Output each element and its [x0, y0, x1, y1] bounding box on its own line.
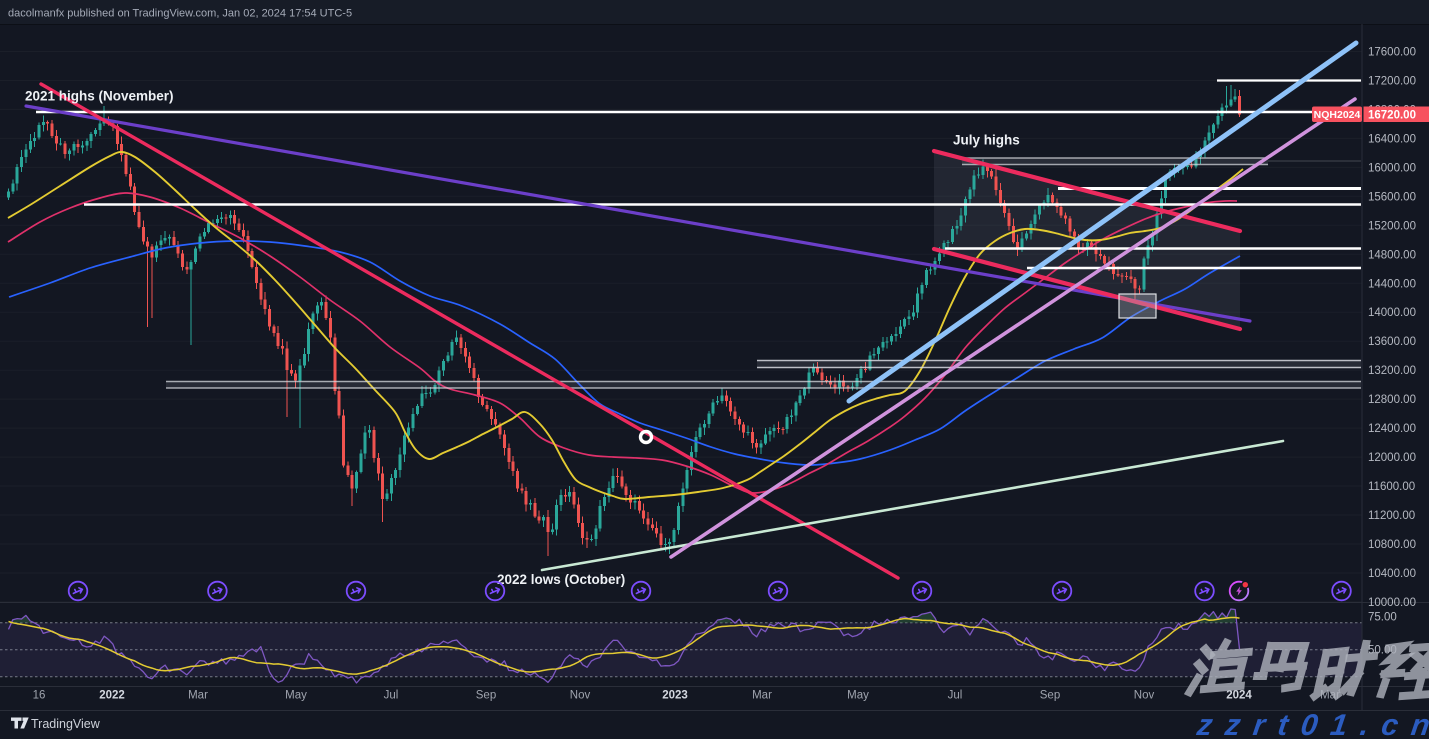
svg-text:11200.00: 11200.00: [1368, 510, 1415, 522]
svg-text:2022: 2022: [99, 690, 125, 702]
svg-text:10800.00: 10800.00: [1368, 539, 1416, 551]
svg-text:zzrt01.cn: zzrt01.cn: [1194, 709, 1429, 739]
svg-text:12800.00: 12800.00: [1368, 394, 1416, 406]
svg-text:2021 highs (November): 2021 highs (November): [25, 89, 174, 104]
svg-text:Nov: Nov: [570, 690, 591, 702]
svg-text:75.00: 75.00: [1368, 612, 1397, 624]
svg-text:14000.00: 14000.00: [1368, 307, 1416, 319]
svg-text:Jul: Jul: [948, 690, 963, 702]
svg-text:NQH2024: NQH2024: [1314, 109, 1361, 121]
svg-text:dacolmanfx published on Tradin: dacolmanfx published on TradingView.com,…: [8, 8, 352, 20]
svg-text:16: 16: [33, 690, 46, 702]
svg-text:14400.00: 14400.00: [1368, 278, 1416, 290]
svg-text:2022 lows (October): 2022 lows (October): [497, 572, 625, 587]
svg-text:May: May: [847, 690, 869, 702]
svg-text:11600.00: 11600.00: [1368, 481, 1415, 493]
svg-text:Mar: Mar: [752, 690, 772, 702]
svg-text:14800.00: 14800.00: [1368, 249, 1416, 261]
svg-text:13600.00: 13600.00: [1368, 336, 1416, 348]
svg-text:15200.00: 15200.00: [1368, 220, 1416, 232]
svg-text:2024: 2024: [1226, 690, 1252, 702]
svg-text:16400.00: 16400.00: [1368, 133, 1416, 145]
svg-text:Nov: Nov: [1134, 690, 1155, 702]
svg-text:13200.00: 13200.00: [1368, 365, 1416, 377]
svg-text:17600.00: 17600.00: [1368, 47, 1416, 59]
svg-text:15600.00: 15600.00: [1368, 191, 1416, 203]
svg-text:12000.00: 12000.00: [1368, 452, 1416, 464]
svg-text:16720.00: 16720.00: [1368, 110, 1416, 122]
svg-text:May: May: [285, 690, 307, 702]
svg-text:10000.00: 10000.00: [1368, 597, 1416, 609]
svg-text:Mar: Mar: [188, 690, 208, 702]
svg-text:16000.00: 16000.00: [1368, 162, 1416, 174]
svg-text:Jul: Jul: [384, 690, 399, 702]
svg-text:TradingView: TradingView: [31, 717, 101, 731]
svg-text:10400.00: 10400.00: [1368, 568, 1416, 580]
svg-text:Sep: Sep: [1040, 690, 1060, 702]
svg-text:17200.00: 17200.00: [1368, 76, 1416, 88]
svg-text:12400.00: 12400.00: [1368, 423, 1416, 435]
svg-text:Sep: Sep: [476, 690, 496, 702]
svg-text:2023: 2023: [662, 690, 688, 702]
svg-text:July highs: July highs: [953, 133, 1020, 148]
